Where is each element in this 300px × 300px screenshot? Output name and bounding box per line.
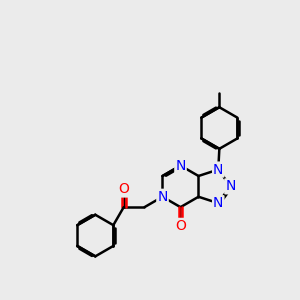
Text: O: O [118,182,129,197]
Text: N: N [213,163,224,177]
Text: O: O [175,219,186,233]
Text: N: N [225,179,236,194]
Text: N: N [175,159,186,172]
Text: N: N [213,196,224,210]
Text: N: N [157,190,168,204]
